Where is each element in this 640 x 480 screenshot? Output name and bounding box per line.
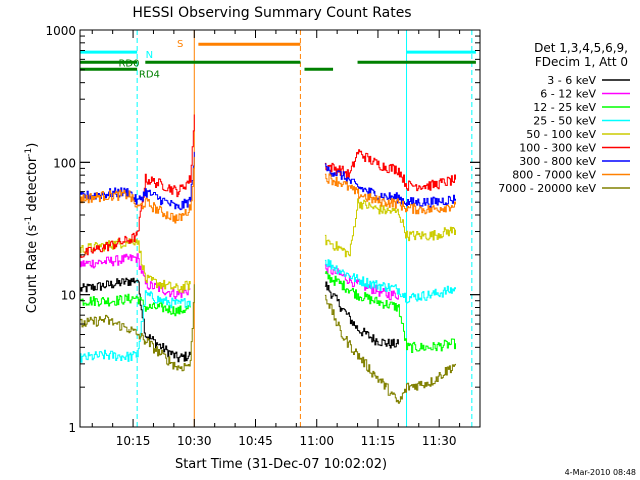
plot-frame	[79, 29, 481, 428]
legend-label-50-100-kev: 50 - 100 keV	[526, 128, 596, 141]
x-tick-label-10-45: 10:45	[238, 434, 273, 448]
series-25-50-kev-part-0	[80, 290, 191, 363]
y-tick-label-1: 1	[68, 421, 76, 435]
x-axis-ticks: 10:15 10:30 10:45 11:00 11:15 11:30	[91, 30, 481, 448]
x-tick-label-11-00: 11:00	[299, 434, 334, 448]
series-7000-20000-kev-part-1	[324, 294, 456, 404]
x-tick-label-10-15: 10:15	[116, 434, 151, 448]
legend-label-300-800-kev: 300 - 800 keV	[519, 155, 596, 168]
series-6-12-kev-part-0	[80, 253, 191, 300]
y-tick-label-1000: 1000	[45, 24, 76, 38]
series-12-25-kev-part-0	[80, 293, 191, 317]
state-label-rd4: RD4	[139, 69, 160, 80]
legend-label-800-7000-kev: 800 - 7000 keV	[512, 169, 596, 182]
series-3-6-kev-part-0	[80, 277, 191, 363]
x-tick-label-11-30: 11:30	[422, 434, 457, 448]
y-tick-label-10: 10	[61, 289, 76, 303]
legend-label-6-12-kev: 6 - 12 keV	[540, 88, 596, 101]
y-axis-label: Count Rate (s-1 detector-1)	[24, 143, 40, 314]
legend-subtitle: FDecim 1, Att 0	[535, 55, 628, 69]
series-7000-20000-kev-part-0	[80, 284, 195, 372]
chart-title: HESSI Observing Summary Count Rates	[132, 5, 411, 21]
x-axis-label: Start Time (31-Dec-07 10:02:02)	[175, 457, 387, 472]
series-800-7000-kev-part-1	[324, 173, 456, 215]
series-100-300-kev-part-0	[80, 114, 195, 258]
series-50-100-kev-part-1	[324, 198, 456, 258]
series-3-6-kev-part-1	[324, 281, 399, 349]
series-lines	[80, 114, 456, 404]
footer-timestamp: 4-Mar-2010 08:48	[565, 468, 636, 477]
legend-label-7000-20000-kev: 7000 - 20000 keV	[498, 182, 596, 195]
legend: Det 1,3,4,5,6,9, FDecim 1, Att 0 3 - 6 k…	[498, 41, 630, 195]
legend-title: Det 1,3,4,5,6,9,	[534, 41, 628, 55]
y-tick-label-100: 100	[53, 156, 76, 170]
state-label-s: S	[177, 39, 183, 50]
series-300-800-kev-part-0	[80, 151, 195, 211]
x-tick-label-10-30: 10:30	[177, 434, 212, 448]
series-800-7000-kev-part-0	[80, 156, 195, 224]
series-25-50-kev-part-1	[324, 259, 456, 304]
legend-label-25-50-kev: 25 - 50 keV	[533, 115, 596, 128]
state-label-rd0: RD0	[118, 58, 139, 69]
legend-label-12-25-kev: 12 - 25 keV	[533, 101, 596, 114]
y-axis-ticks: 1 10 100 1000	[45, 24, 480, 435]
marker-lines	[136, 30, 473, 427]
series-12-25-kev-part-1	[324, 271, 456, 353]
state-label-n: N	[146, 50, 153, 61]
x-tick-label-11-15: 11:15	[361, 434, 396, 448]
legend-label-100-300-kev: 100 - 300 keV	[519, 142, 596, 155]
legend-label-3-6-kev: 3 - 6 keV	[547, 74, 596, 87]
